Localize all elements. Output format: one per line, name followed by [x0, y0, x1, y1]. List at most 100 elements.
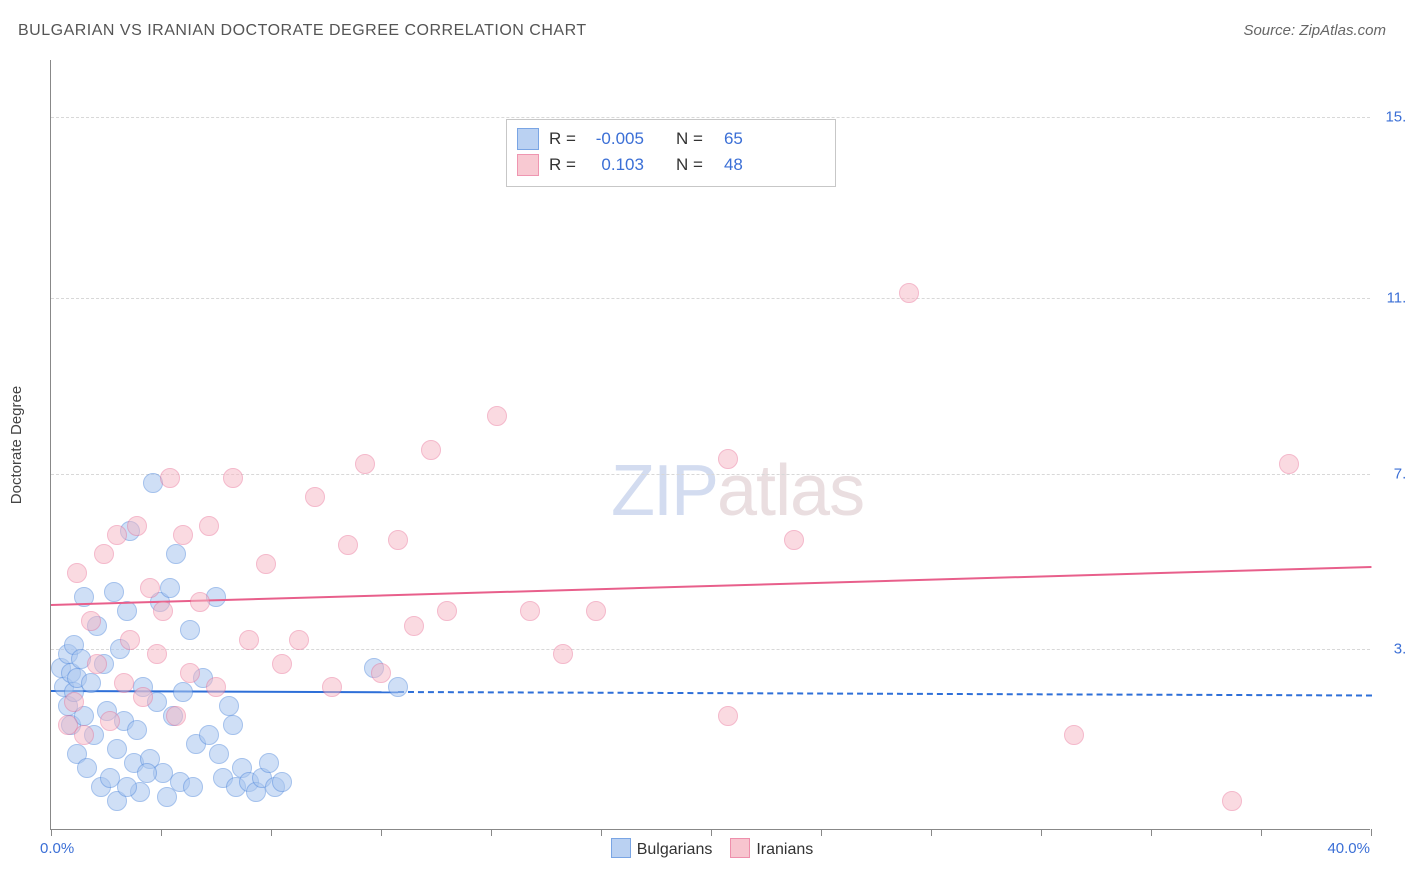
data-point [81, 611, 101, 631]
stats-legend: R =-0.005N =65R =0.103N =48 [506, 119, 836, 187]
data-point [166, 706, 186, 726]
x-tick [491, 829, 492, 836]
data-point [322, 677, 342, 697]
data-point [100, 711, 120, 731]
n-label: N = [676, 126, 703, 152]
chart-title: BULGARIAN VS IRANIAN DOCTORATE DEGREE CO… [18, 22, 587, 40]
data-point [160, 578, 180, 598]
x-tick [601, 829, 602, 836]
legend-label: Bulgarians [637, 841, 713, 858]
data-point [81, 673, 101, 693]
data-point [160, 468, 180, 488]
data-point [206, 677, 226, 697]
y-axis-title: Doctorate Degree [8, 386, 25, 504]
plot-area: ZIPatlas R =-0.005N =65R =0.103N =48 3.8… [50, 60, 1370, 830]
data-point [127, 516, 147, 536]
data-point [256, 554, 276, 574]
x-tick [1041, 829, 1042, 836]
data-point [147, 644, 167, 664]
x-tick [1151, 829, 1152, 836]
data-point [223, 468, 243, 488]
data-point [272, 654, 292, 674]
data-point [371, 663, 391, 683]
x-tick [1371, 829, 1372, 836]
data-point [180, 663, 200, 683]
data-point [718, 449, 738, 469]
data-point [64, 692, 84, 712]
trend-line [51, 566, 1371, 606]
data-point [107, 525, 127, 545]
legend-swatch [517, 154, 539, 176]
x-tick [51, 829, 52, 836]
x-tick [821, 829, 822, 836]
data-point [272, 772, 292, 792]
stats-legend-row: R =0.103N =48 [517, 152, 825, 178]
data-point [239, 630, 259, 650]
chart-container: BULGARIAN VS IRANIAN DOCTORATE DEGREE CO… [0, 0, 1406, 892]
data-point [388, 677, 408, 697]
legend-swatch [730, 838, 750, 858]
r-label: R = [549, 152, 576, 178]
x-tick [271, 829, 272, 836]
data-point [388, 530, 408, 550]
data-point [114, 673, 134, 693]
data-point [140, 578, 160, 598]
data-point [1279, 454, 1299, 474]
data-point [117, 777, 137, 797]
data-point [421, 440, 441, 460]
legend-swatch [517, 128, 539, 150]
stats-legend-row: R =-0.005N =65 [517, 126, 825, 152]
data-point [487, 406, 507, 426]
data-point [223, 715, 243, 735]
data-point [87, 654, 107, 674]
data-point [404, 616, 424, 636]
data-point [94, 544, 114, 564]
data-point [133, 687, 153, 707]
data-point [338, 535, 358, 555]
series-legend: BulgariansIranians [0, 838, 1406, 859]
data-point [77, 758, 97, 778]
data-point [199, 725, 219, 745]
data-point [259, 753, 279, 773]
data-point [183, 777, 203, 797]
data-point [305, 487, 325, 507]
data-point [120, 630, 140, 650]
data-point [586, 601, 606, 621]
n-value: 48 [713, 152, 743, 178]
data-point [104, 582, 124, 602]
data-point [1222, 791, 1242, 811]
y-tick-label: 15.0% [1385, 109, 1406, 126]
source-attribution: Source: ZipAtlas.com [1243, 22, 1386, 39]
data-point [157, 787, 177, 807]
r-value: -0.005 [586, 126, 644, 152]
data-point [127, 720, 147, 740]
x-tick [1261, 829, 1262, 836]
data-point [173, 682, 193, 702]
x-tick [161, 829, 162, 836]
legend-swatch [611, 838, 631, 858]
x-tick [711, 829, 712, 836]
data-point [219, 696, 239, 716]
data-point [1064, 725, 1084, 745]
data-point [553, 644, 573, 664]
n-value: 65 [713, 126, 743, 152]
data-point [355, 454, 375, 474]
data-point [117, 601, 137, 621]
data-point [67, 563, 87, 583]
watermark: ZIPatlas [611, 450, 864, 532]
data-point [199, 516, 219, 536]
data-point [289, 630, 309, 650]
data-point [784, 530, 804, 550]
y-tick-label: 3.8% [1394, 641, 1406, 658]
data-point [173, 525, 193, 545]
gridline [51, 298, 1370, 299]
data-point [107, 739, 127, 759]
data-point [718, 706, 738, 726]
data-point [190, 592, 210, 612]
trend-line-dashed [397, 691, 1371, 697]
n-label: N = [676, 152, 703, 178]
x-tick [931, 829, 932, 836]
watermark-zip: ZIP [611, 451, 717, 531]
y-tick-label: 7.5% [1394, 465, 1406, 482]
data-point [437, 601, 457, 621]
